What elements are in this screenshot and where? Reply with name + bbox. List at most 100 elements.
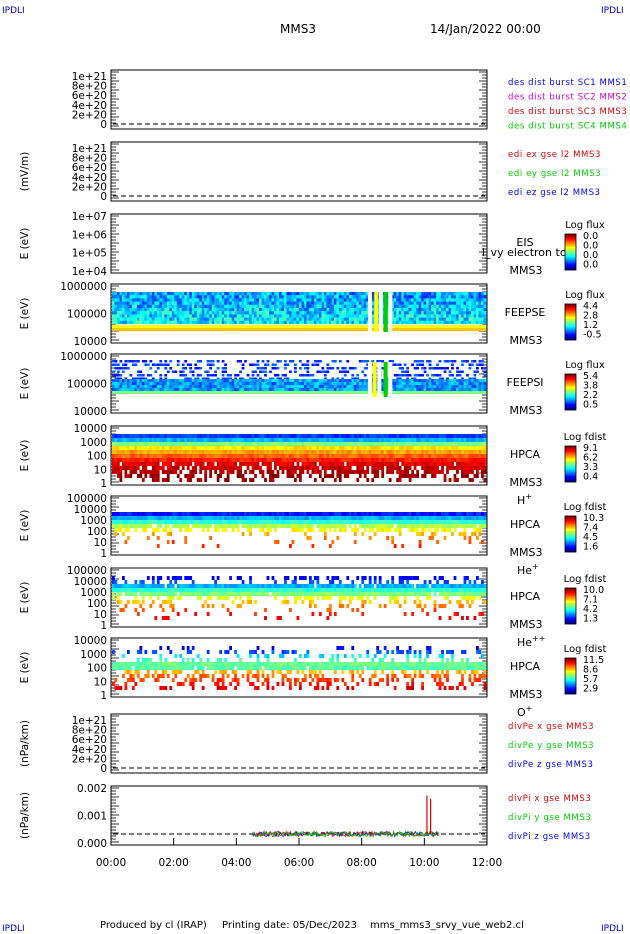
spectrogram-cell [456, 434, 459, 438]
spectrogram-cell [174, 301, 178, 305]
spectrogram-cell [159, 377, 163, 380]
spectrogram-cell [171, 438, 175, 442]
spectrogram-cell [254, 325, 257, 328]
spectrogram-cell [358, 304, 362, 309]
spectrogram-cell [463, 304, 467, 309]
spectrogram-cell [461, 328, 464, 331]
spectrogram-cell [119, 317, 123, 321]
spectrogram-cell [164, 434, 168, 438]
spectrogram-cell [261, 301, 265, 305]
spectrogram-cell [276, 298, 280, 302]
spectrogram-cell [204, 434, 208, 438]
spectrogram-cell [461, 295, 464, 299]
spectrogram-cell [313, 308, 317, 312]
spectrogram-cell [343, 295, 347, 299]
spectrogram-cell [416, 308, 419, 312]
spectrogram-cell [363, 379, 367, 382]
spectrogram-cell [184, 388, 188, 391]
spectrogram-cell [451, 328, 454, 331]
spectrogram-cell [441, 292, 444, 296]
spectrogram-cell [174, 466, 178, 470]
spectrogram-cell [443, 320, 447, 325]
spectrogram-cell [423, 308, 427, 312]
spectrogram-cell [259, 466, 262, 470]
spectrogram-cell [413, 450, 417, 454]
spectrogram-cell [476, 462, 479, 466]
spectrogram-cell [451, 450, 454, 454]
spectrogram-cell [433, 434, 437, 438]
spectrogram-cell [391, 466, 395, 470]
spectrogram-cell [241, 474, 245, 478]
spectrogram-cell [294, 317, 297, 321]
spectrogram-cell [483, 385, 487, 388]
spectrogram-cell [261, 462, 265, 466]
spectrogram-cell [363, 470, 367, 474]
spectrogram-cell [311, 301, 315, 305]
spectrogram-cell [286, 466, 290, 470]
spectrogram-cell [246, 434, 250, 438]
spectrogram-cell [171, 466, 175, 470]
spectrogram-cell [129, 308, 133, 312]
spectrogram-cell [421, 325, 424, 328]
spectrogram-cell [231, 325, 235, 328]
spectrogram-cell [321, 314, 325, 318]
spectrogram-cell [456, 388, 459, 391]
spectrogram-cell [346, 304, 350, 309]
spectrogram-cell [363, 298, 367, 302]
spectrogram-cell [151, 382, 155, 385]
spectrogram-cell [471, 377, 474, 380]
spectrogram-cell [234, 458, 237, 462]
spectrogram-cell [406, 470, 410, 474]
spectrogram-cell [361, 379, 365, 382]
spectrogram-cell [126, 458, 130, 462]
spectrogram-cell [136, 374, 140, 377]
spectrogram-cell [289, 304, 292, 309]
spectrogram-cell [156, 385, 160, 388]
spectrogram-cell [448, 385, 452, 388]
spectrogram-cell [483, 328, 487, 331]
spectrogram-cell [466, 328, 469, 331]
spectrogram-cell [331, 446, 335, 450]
y-tick-label: 10 [94, 464, 107, 476]
spectrogram-cell [456, 374, 459, 377]
spectrogram-cell [436, 295, 439, 299]
spectrogram-cell [219, 466, 223, 470]
spectrogram-cell [306, 442, 310, 446]
spectrogram-cell [119, 377, 123, 380]
spectrogram-cell [191, 317, 195, 321]
spectrogram-cell [174, 442, 178, 446]
spectrogram-cell [299, 474, 302, 478]
spectrogram-cell [269, 470, 272, 474]
spectrogram-cell [446, 385, 449, 388]
colorbar-slice [565, 458, 576, 460]
spectrogram-cell [346, 360, 350, 363]
spectrogram-cell [131, 388, 135, 391]
spectrogram-cell [284, 314, 287, 318]
spectrogram-cell [463, 454, 467, 458]
spectrogram-cell [421, 379, 424, 382]
spectrogram-cell [176, 311, 180, 315]
spectrogram-cell [156, 308, 160, 312]
spectrogram-cell [269, 466, 272, 470]
spectrogram-cell [199, 450, 203, 454]
spectrogram-cell [338, 295, 342, 299]
spectrogram-cell [269, 377, 272, 380]
spectrogram-cell [246, 325, 250, 328]
spectrogram-cell [296, 325, 300, 328]
spectrogram-cell [146, 314, 150, 318]
spectrogram-cell [259, 314, 262, 318]
spectrogram-cell [336, 379, 340, 382]
spectrogram-cell [473, 382, 477, 385]
spectrogram-cell [311, 466, 315, 470]
spectrogram-cell [181, 462, 185, 466]
spectrogram-cell [126, 311, 130, 315]
spectrogram-cell [166, 474, 170, 478]
spectrogram-cell [224, 317, 227, 321]
colorbar-slice [565, 336, 576, 338]
spectrogram-cell [131, 314, 135, 318]
spectrogram-cell [234, 446, 237, 450]
spectrogram-cell [164, 311, 168, 315]
spectrogram-cell [159, 438, 163, 442]
spectrogram-cell [211, 325, 215, 328]
spectrogram-cell [431, 379, 434, 382]
